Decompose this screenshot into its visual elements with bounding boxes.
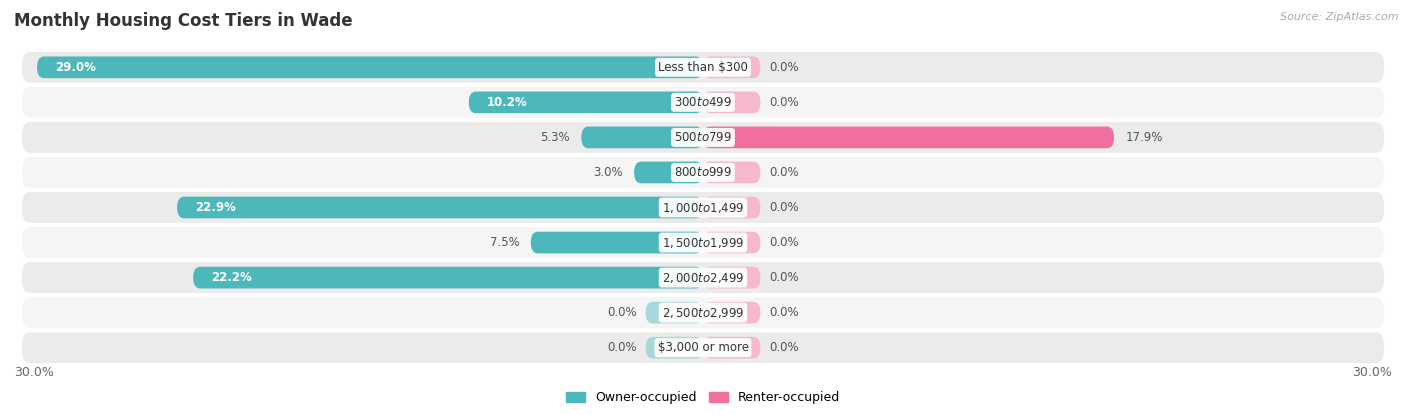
Text: $300 to $499: $300 to $499 — [673, 96, 733, 109]
Text: 0.0%: 0.0% — [607, 306, 637, 319]
Text: 30.0%: 30.0% — [1353, 366, 1392, 379]
FancyBboxPatch shape — [703, 161, 761, 183]
Text: 10.2%: 10.2% — [486, 96, 527, 109]
FancyBboxPatch shape — [703, 337, 761, 359]
Text: 0.0%: 0.0% — [769, 166, 799, 179]
FancyBboxPatch shape — [703, 56, 761, 78]
Text: $2,500 to $2,999: $2,500 to $2,999 — [662, 305, 744, 320]
FancyBboxPatch shape — [581, 127, 703, 148]
FancyBboxPatch shape — [531, 232, 703, 254]
FancyBboxPatch shape — [21, 121, 1385, 154]
FancyBboxPatch shape — [634, 161, 703, 183]
FancyBboxPatch shape — [703, 232, 761, 254]
FancyBboxPatch shape — [21, 261, 1385, 294]
Text: 29.0%: 29.0% — [55, 61, 96, 74]
Text: 0.0%: 0.0% — [769, 201, 799, 214]
Text: 17.9%: 17.9% — [1126, 131, 1163, 144]
FancyBboxPatch shape — [468, 91, 703, 113]
FancyBboxPatch shape — [703, 267, 761, 288]
Text: Less than $300: Less than $300 — [658, 61, 748, 74]
FancyBboxPatch shape — [21, 296, 1385, 329]
FancyBboxPatch shape — [21, 226, 1385, 259]
FancyBboxPatch shape — [21, 191, 1385, 224]
FancyBboxPatch shape — [703, 127, 1114, 148]
Text: 0.0%: 0.0% — [769, 271, 799, 284]
Text: $800 to $999: $800 to $999 — [673, 166, 733, 179]
Text: 22.2%: 22.2% — [211, 271, 252, 284]
Text: 30.0%: 30.0% — [14, 366, 53, 379]
Text: $3,000 or more: $3,000 or more — [658, 341, 748, 354]
Text: 22.9%: 22.9% — [195, 201, 236, 214]
FancyBboxPatch shape — [703, 302, 761, 324]
FancyBboxPatch shape — [703, 91, 761, 113]
Text: 0.0%: 0.0% — [769, 306, 799, 319]
Text: Source: ZipAtlas.com: Source: ZipAtlas.com — [1281, 12, 1399, 22]
Text: Monthly Housing Cost Tiers in Wade: Monthly Housing Cost Tiers in Wade — [14, 12, 353, 30]
Text: $1,500 to $1,999: $1,500 to $1,999 — [662, 236, 744, 249]
Text: 0.0%: 0.0% — [769, 236, 799, 249]
FancyBboxPatch shape — [193, 267, 703, 288]
Text: 0.0%: 0.0% — [769, 61, 799, 74]
Text: 5.3%: 5.3% — [540, 131, 569, 144]
FancyBboxPatch shape — [645, 302, 703, 324]
FancyBboxPatch shape — [21, 156, 1385, 189]
Text: $500 to $799: $500 to $799 — [673, 131, 733, 144]
Text: 0.0%: 0.0% — [769, 96, 799, 109]
FancyBboxPatch shape — [21, 86, 1385, 119]
Legend: Owner-occupied, Renter-occupied: Owner-occupied, Renter-occupied — [561, 386, 845, 410]
FancyBboxPatch shape — [21, 51, 1385, 84]
Text: 0.0%: 0.0% — [769, 341, 799, 354]
FancyBboxPatch shape — [703, 197, 761, 218]
Text: 7.5%: 7.5% — [489, 236, 519, 249]
FancyBboxPatch shape — [645, 337, 703, 359]
Text: 3.0%: 3.0% — [593, 166, 623, 179]
FancyBboxPatch shape — [37, 56, 703, 78]
Text: $1,000 to $1,499: $1,000 to $1,499 — [662, 200, 744, 215]
FancyBboxPatch shape — [177, 197, 703, 218]
FancyBboxPatch shape — [21, 331, 1385, 364]
Text: 0.0%: 0.0% — [607, 341, 637, 354]
Text: $2,000 to $2,499: $2,000 to $2,499 — [662, 271, 744, 285]
